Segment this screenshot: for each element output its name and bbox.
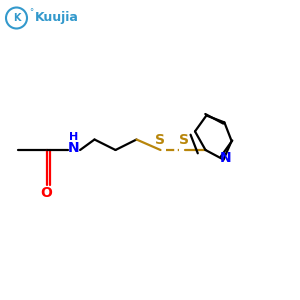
Text: O: O	[40, 186, 52, 200]
Text: K: K	[13, 13, 20, 23]
Text: H: H	[69, 132, 78, 142]
Text: S: S	[155, 134, 166, 147]
Text: N: N	[220, 151, 231, 165]
Text: °: °	[29, 8, 34, 17]
Text: S: S	[179, 134, 190, 147]
Text: N: N	[68, 142, 79, 155]
Text: Kuujia: Kuujia	[34, 11, 78, 25]
